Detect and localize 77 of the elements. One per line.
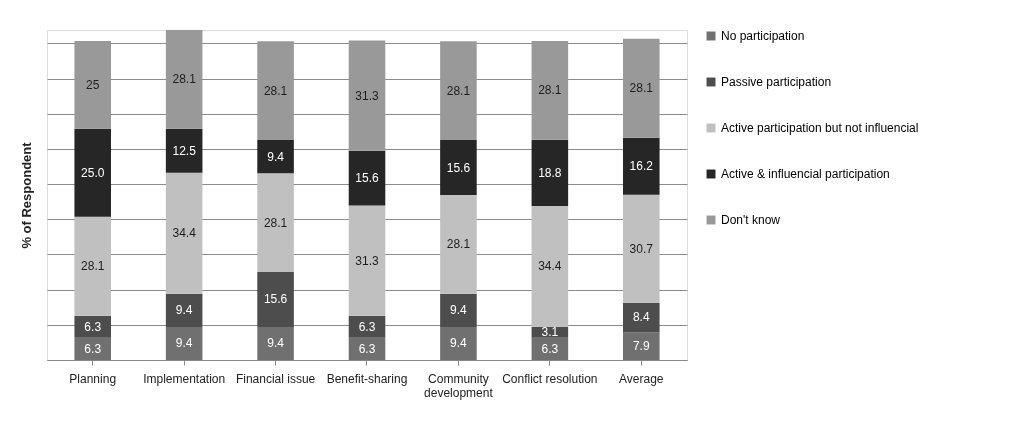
- data-label: 28.1: [446, 83, 471, 98]
- bar: [623, 302, 660, 333]
- bar: [348, 150, 386, 206]
- data-label: 9.4: [175, 336, 193, 351]
- data-label: 16.2: [629, 159, 654, 174]
- bar: [74, 216, 111, 316]
- bar: [623, 332, 660, 360]
- data-label: 3.1: [541, 325, 559, 340]
- bar: [623, 38, 660, 138]
- data-label: 18.8: [538, 165, 562, 180]
- bar: [165, 128, 203, 173]
- data-label: 31.3: [355, 88, 379, 103]
- data-label: 12.5: [172, 143, 197, 158]
- data-label: 28.1: [263, 215, 288, 230]
- data-label: 28.1: [263, 83, 288, 98]
- bar: [165, 30, 203, 129]
- bar: [257, 326, 294, 360]
- data-label: 28.1: [538, 83, 562, 98]
- data-label: 34.4: [172, 226, 197, 241]
- data-label: 6.3: [84, 319, 102, 334]
- x-tick-label: Benefit-sharing: [326, 371, 408, 386]
- bar: [440, 41, 477, 141]
- legend-label: Active participation but not influencial: [721, 121, 919, 135]
- data-label: 6.3: [84, 341, 102, 356]
- bar: [74, 128, 111, 217]
- bar: [257, 272, 294, 327]
- data-label: 25.0: [81, 165, 105, 180]
- x-tick-label: Planning: [69, 371, 117, 386]
- data-label: 28.1: [446, 237, 471, 252]
- legend-label: No participation: [721, 29, 805, 43]
- data-label: 6.3: [358, 319, 376, 334]
- bar: [348, 40, 386, 151]
- data-label: 8.4: [632, 310, 650, 325]
- data-label: 9.4: [450, 303, 468, 318]
- bar: [165, 172, 203, 294]
- bar: [257, 41, 294, 141]
- data-label: 25: [86, 77, 100, 92]
- bar: [74, 40, 111, 129]
- bar: [440, 195, 477, 294]
- x-tick-label: Community development: [424, 371, 494, 400]
- data-label: 9.4: [267, 149, 285, 164]
- bar: [623, 194, 660, 303]
- data-label: 15.6: [355, 171, 379, 186]
- data-label: 28.1: [172, 72, 197, 87]
- bar: [440, 140, 477, 195]
- bar: [531, 205, 569, 327]
- data-label: 9.4: [267, 336, 285, 351]
- data-label: 15.6: [263, 292, 288, 307]
- bar: [440, 326, 477, 360]
- data-label: 6.3: [358, 341, 376, 356]
- data-label: 15.6: [446, 160, 471, 175]
- x-tick-label: Average: [619, 371, 664, 386]
- bar: [257, 140, 294, 174]
- x-tick-label: Implementation: [143, 371, 226, 386]
- bar: [165, 293, 203, 327]
- bar: [348, 205, 386, 316]
- data-label: 31.3: [355, 253, 379, 268]
- x-tick-label: Conflict resolution: [502, 371, 598, 386]
- legend-label: Active & influencial participation: [721, 167, 890, 181]
- y-axis-title: % of Respondent: [18, 141, 34, 249]
- x-tick-label: Financial issue: [235, 371, 316, 386]
- data-label: 7.9: [632, 339, 650, 354]
- data-label: 9.4: [450, 336, 468, 351]
- bar: [257, 173, 294, 273]
- data-label: 28.1: [81, 259, 105, 274]
- bar: [531, 40, 569, 140]
- data-label: 28.1: [629, 81, 654, 96]
- data-label: 6.3: [541, 341, 559, 356]
- bar: [623, 137, 660, 195]
- legend-label: Passive participation: [721, 75, 832, 89]
- data-label: 34.4: [538, 259, 562, 274]
- bar: [440, 293, 477, 327]
- bar: [531, 139, 569, 206]
- data-label: 30.7: [629, 241, 654, 256]
- data-label: 9.4: [175, 303, 193, 318]
- bar: [165, 326, 203, 360]
- legend-label: Don't know: [721, 213, 781, 227]
